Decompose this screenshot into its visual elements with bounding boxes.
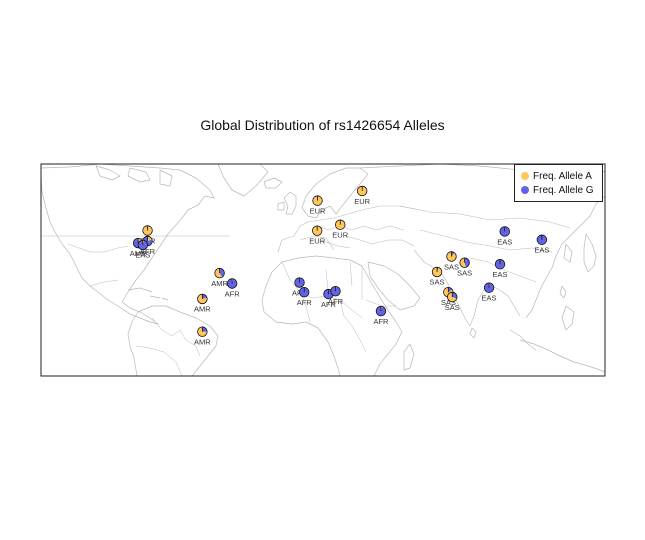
pie-outline: [137, 239, 149, 251]
site-label: AFR: [140, 247, 156, 256]
site-marker-eas: EAS: [482, 282, 497, 303]
site-label: EUR: [310, 206, 326, 215]
site-label: EAS: [493, 270, 508, 279]
land-outlines: [41, 164, 605, 376]
legend-label-allele-g: Freq. Allele G: [533, 185, 594, 196]
site-label: EUR: [309, 236, 325, 245]
site-marker-eas: EAS: [534, 234, 549, 255]
site-marker-sas: SAS: [444, 251, 459, 271]
site-marker-amr: AMR: [211, 267, 229, 288]
allele-pie-markers: EUREUREUREUREURAFRAMREASAMRAFRAMRAMRAFRA…: [130, 185, 549, 346]
south-america-outline: [127, 305, 219, 376]
legend-item-allele-a: Freq. Allele A: [521, 170, 592, 184]
site-marker-afr: AFR: [373, 305, 389, 326]
site-label: AFR: [373, 317, 389, 326]
site-marker-eas: EAS: [497, 226, 512, 246]
site-marker-afr: AFR: [297, 286, 313, 307]
pie-slice: [464, 257, 470, 268]
site-label: EUR: [332, 231, 348, 240]
site-label: AMR: [194, 305, 211, 314]
site-marker-eas: EAS: [493, 259, 508, 279]
pie-slice: [451, 251, 455, 257]
legend-item-allele-g: Freq. Allele G: [521, 184, 594, 198]
site-marker-amr: AMR: [194, 326, 211, 346]
site-label: EUR: [354, 197, 370, 206]
site-marker-sas: SAS: [445, 291, 460, 312]
pie-slice: [202, 326, 208, 332]
site-marker-afr: AFR: [225, 278, 241, 298]
site-marker-eur: EUR: [309, 225, 326, 245]
map-title: Global Distribution of rs1426654 Alleles: [200, 117, 445, 133]
site-marker-eur: EUR: [310, 195, 326, 215]
site-marker-eur: EUR: [354, 185, 371, 206]
iceland-outline: [263, 177, 283, 189]
site-label: AFR: [225, 289, 241, 298]
site-marker-sas: SAS: [430, 266, 445, 287]
site-label: AFR: [321, 300, 337, 309]
site-label: AMR: [130, 249, 147, 258]
site-marker-eas: EAS: [135, 239, 150, 260]
site-label: AFR: [297, 298, 313, 307]
site-label: SAS: [441, 298, 456, 307]
site-label: EAS: [482, 294, 497, 303]
pie-base: [495, 259, 505, 270]
site-label: AMR: [211, 279, 228, 288]
japan-outline: [583, 233, 597, 273]
site-marker-eur: EUR: [332, 219, 349, 240]
pie-outline: [356, 185, 368, 197]
legend-swatch-allele-g: [521, 186, 529, 194]
scandinavia-outline: [301, 167, 369, 219]
site-label: SAS: [430, 278, 445, 287]
pie-slice: [147, 236, 153, 242]
legend-swatch-allele-a: [521, 172, 529, 180]
site-label: SAS: [445, 303, 460, 312]
british-isles-outline: [277, 191, 297, 215]
pie-base: [432, 267, 442, 277]
north-america-outline: [41, 164, 215, 325]
legend-label-allele-a: Freq. Allele A: [533, 171, 592, 182]
site-label: AMR: [194, 337, 211, 346]
greenland-outline: [217, 164, 269, 197]
pie-slice: [452, 292, 458, 299]
site-label: AFR: [328, 297, 344, 306]
site-label: EAS: [497, 237, 512, 246]
site-label: SAS: [444, 262, 459, 271]
map-frame: [40, 163, 606, 377]
site-label: EAS: [534, 246, 549, 255]
arabia-outline: [367, 261, 421, 311]
site-label: SAS: [457, 268, 472, 277]
site-marker-afr: AFR: [328, 286, 344, 306]
site-marker-sas: SAS: [457, 257, 472, 277]
site-marker-amr: AMR: [194, 293, 211, 314]
map-frame-background: [41, 164, 605, 376]
site-label: EAS: [135, 251, 150, 260]
pie-slice: [202, 294, 207, 299]
europe-outline: [277, 205, 421, 253]
map-legend: Freq. Allele A Freq. Allele G: [514, 164, 603, 202]
